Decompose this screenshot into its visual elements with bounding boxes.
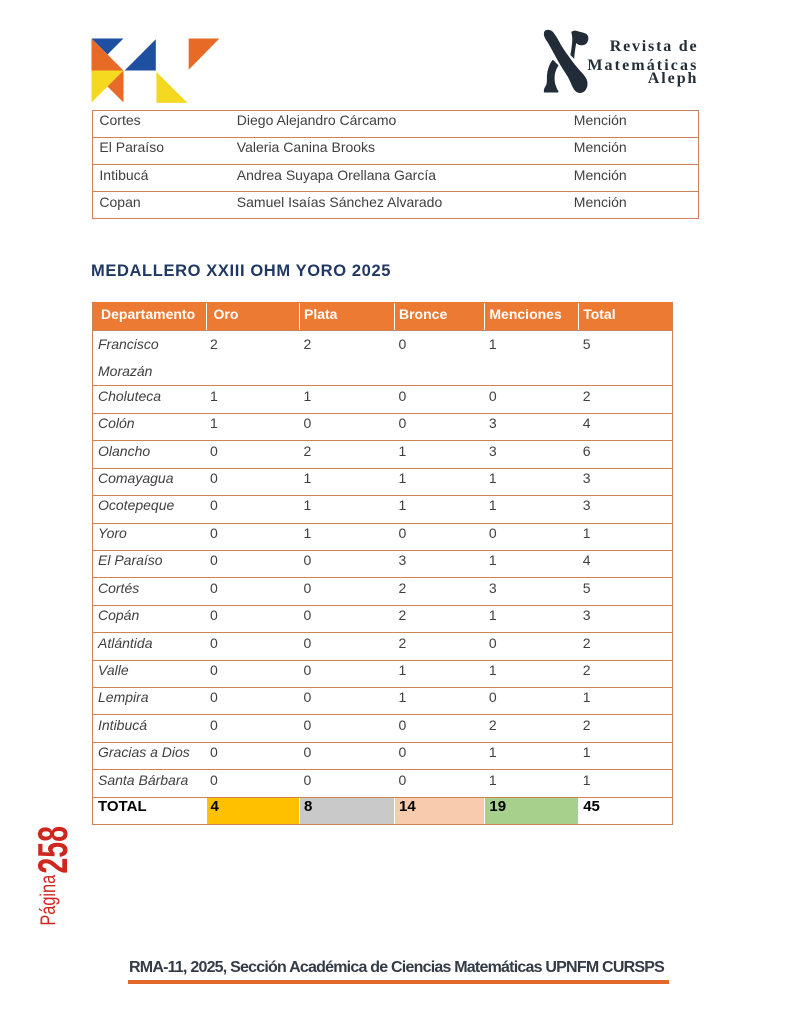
- svg-text:258: 258: [29, 826, 76, 874]
- svg-text:Página: Página: [37, 875, 60, 926]
